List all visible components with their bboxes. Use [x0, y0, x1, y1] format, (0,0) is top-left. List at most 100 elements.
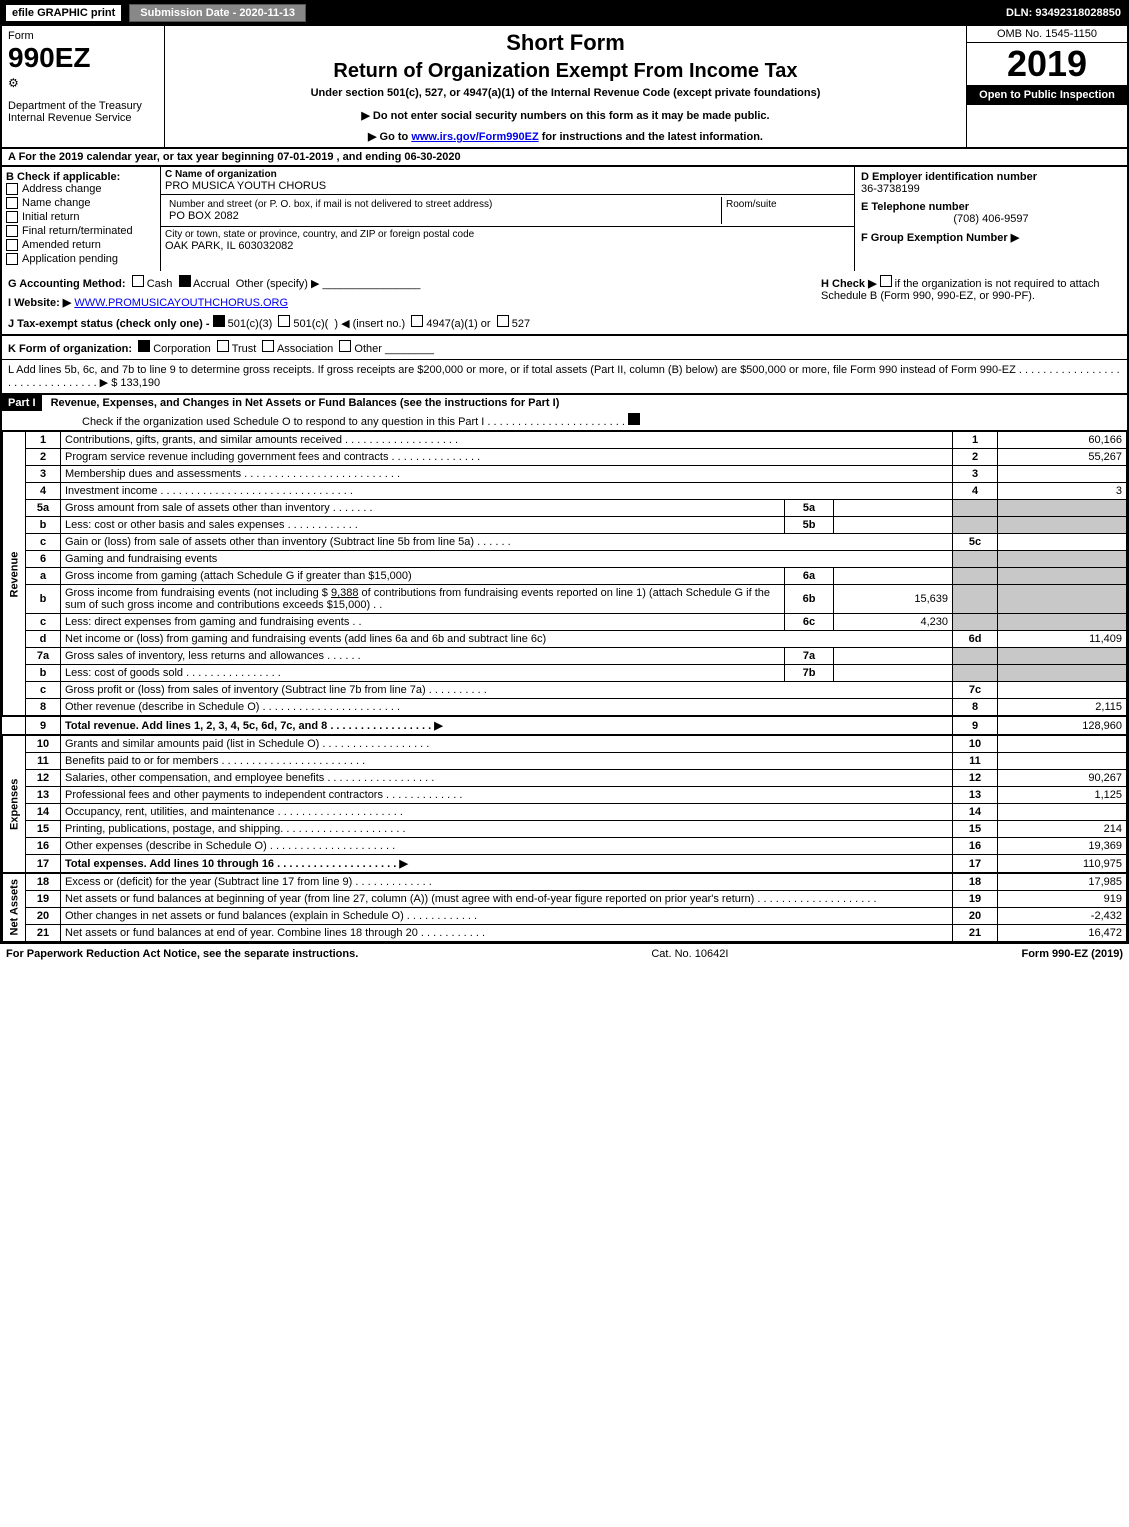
application-pending-checkbox[interactable]	[6, 253, 18, 265]
d-ein-value: 36-3738199	[861, 183, 1121, 195]
k-row: K Form of organization: Corporation Trus…	[2, 336, 1127, 360]
dept-label: Department of the Treasury	[8, 100, 158, 112]
501c3-checkbox[interactable]	[213, 315, 225, 327]
initial-return-checkbox[interactable]	[6, 211, 18, 223]
row-18-endnum: 18	[953, 873, 998, 891]
527-checkbox[interactable]	[497, 315, 509, 327]
net-assets-side-label: Net Assets	[3, 873, 26, 942]
short-form-title: Short Form	[173, 30, 958, 56]
row-9-endnum: 9	[953, 716, 998, 735]
i-label: I Website: ▶	[8, 297, 71, 309]
cash-checkbox[interactable]	[132, 275, 144, 287]
part-1-check-line: Check if the organization used Schedule …	[2, 411, 1127, 430]
row-7c-endnum: 7c	[953, 682, 998, 699]
accrual-checkbox[interactable]	[179, 275, 191, 287]
row-15-endnum: 15	[953, 821, 998, 838]
row-12-value: 90,267	[998, 770, 1127, 787]
row-7b-midnum: 7b	[785, 665, 834, 682]
name-change-checkbox[interactable]	[6, 197, 18, 209]
amended-return-checkbox[interactable]	[6, 239, 18, 251]
row-16-num: 16	[26, 838, 61, 855]
row-17-label: Total expenses. Add lines 10 through 16 …	[61, 855, 953, 874]
other-org-label: Other	[354, 343, 382, 355]
efile-print-label[interactable]: efile GRAPHIC print	[6, 5, 121, 21]
row-12-label: Salaries, other compensation, and employ…	[61, 770, 953, 787]
row-6c-endgrey	[953, 614, 998, 631]
j-row: J Tax-exempt status (check only one) - 5…	[8, 315, 1121, 330]
schedule-o-checkbox[interactable]	[628, 413, 640, 425]
association-checkbox[interactable]	[262, 340, 274, 352]
trust-checkbox[interactable]	[217, 340, 229, 352]
j-label: J Tax-exempt status (check only one) -	[8, 318, 213, 330]
row-4-endnum: 4	[953, 483, 998, 500]
l-row: L Add lines 5b, 6c, and 7b to line 9 to …	[2, 360, 1127, 395]
row-6d-value: 11,409	[998, 631, 1127, 648]
application-pending-label: Application pending	[22, 253, 118, 265]
row-8-label: Other revenue (describe in Schedule O) .…	[61, 699, 953, 717]
row-7a-label: Gross sales of inventory, less returns a…	[61, 648, 785, 665]
row-1-value: 60,166	[998, 432, 1127, 449]
other-org-checkbox[interactable]	[339, 340, 351, 352]
top-bar: efile GRAPHIC print Submission Date - 20…	[0, 0, 1129, 26]
row-4-value: 3	[998, 483, 1127, 500]
return-title: Return of Organization Exempt From Incom…	[173, 60, 958, 83]
row-8-endnum: 8	[953, 699, 998, 717]
row-6b-pre: Gross income from fundraising events (no…	[65, 587, 331, 599]
row-15-value: 214	[998, 821, 1127, 838]
row-16-endnum: 16	[953, 838, 998, 855]
address-change-checkbox[interactable]	[6, 183, 18, 195]
open-public-box: Open to Public Inspection	[967, 85, 1127, 105]
initial-return-label: Initial return	[22, 211, 79, 223]
row-19-num: 19	[26, 891, 61, 908]
row-6-valgrey	[998, 551, 1127, 568]
row-4-num: 4	[26, 483, 61, 500]
omb-number: OMB No. 1545-1150	[967, 26, 1127, 43]
row-6c-midval: 4,230	[834, 614, 953, 631]
revenue-side-label: Revenue	[3, 432, 26, 717]
row-10-endnum: 10	[953, 735, 998, 753]
row-7b-label: Less: cost of goods sold . . . . . . . .…	[61, 665, 785, 682]
row-17-value: 110,975	[998, 855, 1127, 874]
row-14-endnum: 14	[953, 804, 998, 821]
row-2-endnum: 2	[953, 449, 998, 466]
row-8-num: 8	[26, 699, 61, 717]
4947-checkbox[interactable]	[411, 315, 423, 327]
row-6b-amount: 9,388	[331, 587, 359, 599]
row-2-num: 2	[26, 449, 61, 466]
k-label: K Form of organization:	[8, 343, 132, 355]
final-return-label: Final return/terminated	[22, 225, 133, 237]
final-return-checkbox[interactable]	[6, 225, 18, 237]
row-5b-midnum: 5b	[785, 517, 834, 534]
name-change-label: Name change	[22, 197, 91, 209]
f-group-label: F Group Exemption Number ▶	[861, 231, 1121, 244]
goto-post: for instructions and the latest informat…	[539, 131, 763, 143]
row-6a-midnum: 6a	[785, 568, 834, 585]
part-1-check-text: Check if the organization used Schedule …	[82, 416, 625, 428]
section-a-period: A For the 2019 calendar year, or tax yea…	[2, 149, 1127, 167]
row-13-value: 1,125	[998, 787, 1127, 804]
financial-table: Revenue 1 Contributions, gifts, grants, …	[2, 431, 1127, 942]
form-990ez-page: efile GRAPHIC print Submission Date - 20…	[0, 0, 1129, 964]
row-1-endnum: 1	[953, 432, 998, 449]
row-19-endnum: 19	[953, 891, 998, 908]
row-5a-label: Gross amount from sale of assets other t…	[61, 500, 785, 517]
section-b-through-f: B Check if applicable: Address change Na…	[2, 167, 1127, 271]
row-9-value: 128,960	[998, 716, 1127, 735]
irs-link[interactable]: www.irs.gov/Form990EZ	[411, 131, 538, 143]
row-6-num: 6	[26, 551, 61, 568]
row-6d-endnum: 6d	[953, 631, 998, 648]
h-checkbox[interactable]	[880, 275, 892, 287]
website-link[interactable]: WWW.PROMUSICAYOUTHCHORUS.ORG	[74, 297, 288, 309]
footer-right: Form 990-EZ (2019)	[1021, 948, 1123, 960]
row-17-num: 17	[26, 855, 61, 874]
row-6b-endgrey	[953, 585, 998, 614]
row-6a-midval	[834, 568, 953, 585]
row-4-label: Investment income . . . . . . . . . . . …	[61, 483, 953, 500]
b-label: B Check if applicable:	[6, 171, 156, 183]
501c-checkbox[interactable]	[278, 315, 290, 327]
row-6d-num: d	[26, 631, 61, 648]
org-name: PRO MUSICA YOUTH CHORUS	[165, 180, 850, 192]
row-6-label: Gaming and fundraising events	[61, 551, 953, 568]
corporation-checkbox[interactable]	[138, 340, 150, 352]
expenses-side-label: Expenses	[3, 735, 26, 873]
